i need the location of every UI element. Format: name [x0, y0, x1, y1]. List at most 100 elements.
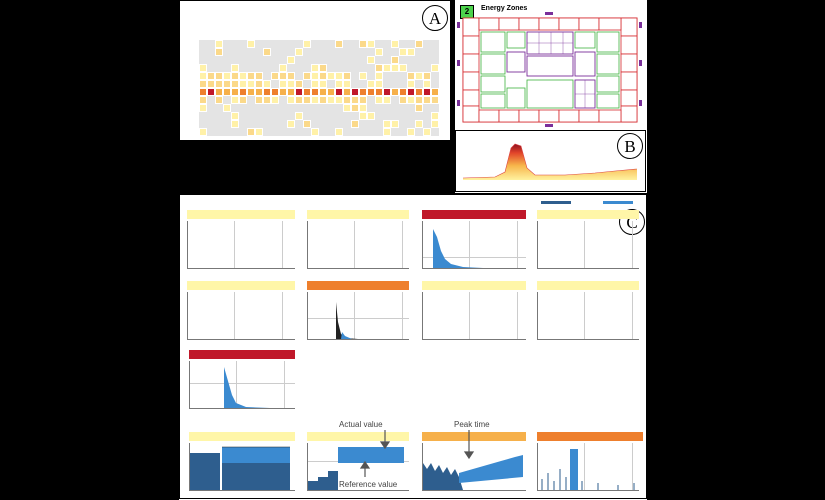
- heatmap-cell[interactable]: [367, 128, 375, 136]
- heatmap-cell[interactable]: [431, 72, 439, 80]
- heatmap-cell[interactable]: [432, 89, 438, 95]
- heatmap-cell[interactable]: [335, 120, 343, 128]
- heatmap-cell[interactable]: [263, 56, 271, 64]
- heatmap-cell[interactable]: [216, 41, 222, 47]
- heatmap-cell[interactable]: [239, 112, 247, 120]
- heatmap-cell[interactable]: [320, 65, 326, 71]
- heatmap-cell[interactable]: [312, 129, 318, 135]
- heatmap-cell[interactable]: [304, 73, 310, 79]
- heatmap-cell[interactable]: [255, 112, 263, 120]
- heatmap-cell[interactable]: [272, 73, 278, 79]
- heatmap-cell[interactable]: [336, 73, 342, 79]
- heatmap-cell[interactable]: [199, 40, 207, 48]
- heatmap-cell[interactable]: [303, 56, 311, 64]
- heatmap-cell[interactable]: [215, 120, 223, 128]
- heatmap-cell[interactable]: [303, 112, 311, 120]
- heatmap-cell[interactable]: [384, 97, 390, 103]
- heatmap-cell[interactable]: [263, 72, 271, 80]
- heatmap-cell[interactable]: [360, 89, 366, 95]
- heatmap-cell[interactable]: [304, 41, 310, 47]
- heatmap-cell[interactable]: [288, 89, 294, 95]
- heatmap-cell[interactable]: [407, 120, 415, 128]
- heatmap-cell[interactable]: [399, 128, 407, 136]
- heatmap-cell[interactable]: [375, 128, 383, 136]
- heatmap-cell[interactable]: [328, 73, 334, 79]
- heatmap-cell[interactable]: [431, 40, 439, 48]
- heatmap-cell[interactable]: [303, 128, 311, 136]
- heatmap-cell[interactable]: [407, 104, 415, 112]
- chart-title-2[interactable]: [307, 210, 409, 219]
- heatmap-cell[interactable]: [295, 104, 303, 112]
- heatmap-cell[interactable]: [383, 40, 391, 48]
- heatmap-cell[interactable]: [376, 49, 382, 55]
- heatmap-cell[interactable]: [279, 120, 287, 128]
- heatmap-cell[interactable]: [207, 40, 215, 48]
- heatmap-cell[interactable]: [247, 120, 255, 128]
- heatmap-cell[interactable]: [352, 97, 358, 103]
- heatmap-cell[interactable]: [279, 112, 287, 120]
- heatmap-cell[interactable]: [335, 104, 343, 112]
- heatmap-cell[interactable]: [247, 112, 255, 120]
- heatmap-cell[interactable]: [223, 56, 231, 64]
- chart-title-9[interactable]: [189, 350, 295, 359]
- heatmap-cell[interactable]: [367, 72, 375, 80]
- heatmap-cell[interactable]: [423, 64, 431, 72]
- heatmap-cell[interactable]: [432, 121, 438, 127]
- heatmap-cell[interactable]: [352, 89, 358, 95]
- heatmap-cell[interactable]: [351, 112, 359, 120]
- heatmap-cell[interactable]: [424, 89, 430, 95]
- heatmap-cell[interactable]: [215, 112, 223, 120]
- heatmap-cell[interactable]: [223, 64, 231, 72]
- chart-title-8[interactable]: [537, 281, 639, 290]
- heatmap-cell[interactable]: [263, 112, 271, 120]
- heatmap-cell[interactable]: [271, 56, 279, 64]
- heatmap-cell[interactable]: [288, 57, 294, 63]
- heatmap-cell[interactable]: [343, 56, 351, 64]
- heatmap-cell[interactable]: [295, 56, 303, 64]
- heatmap-cell[interactable]: [415, 128, 423, 136]
- heatmap-cell[interactable]: [416, 105, 422, 111]
- heatmap-cell[interactable]: [200, 105, 206, 111]
- heatmap-cell[interactable]: [247, 48, 255, 56]
- heatmap-cell[interactable]: [279, 40, 287, 48]
- heatmap-cell[interactable]: [247, 56, 255, 64]
- heatmap-cell[interactable]: [256, 97, 262, 103]
- heatmap-cell[interactable]: [319, 48, 327, 56]
- heatmap-cell[interactable]: [288, 121, 294, 127]
- heatmap-cell[interactable]: [319, 104, 327, 112]
- heatmap-cell[interactable]: [415, 80, 423, 88]
- heatmap-cell[interactable]: [223, 96, 231, 104]
- heatmap-cell[interactable]: [248, 73, 254, 79]
- heatmap-cell[interactable]: [359, 80, 367, 88]
- heatmap-cell[interactable]: [383, 72, 391, 80]
- heatmap-cell[interactable]: [360, 73, 366, 79]
- heatmap-cell[interactable]: [223, 48, 231, 56]
- heatmap-cell[interactable]: [240, 73, 246, 79]
- heatmap-cell[interactable]: [408, 97, 414, 103]
- heatmap-cell[interactable]: [200, 73, 206, 79]
- heatmap-cell[interactable]: [319, 40, 327, 48]
- heatmap-cell[interactable]: [392, 121, 398, 127]
- heatmap-cell[interactable]: [391, 112, 399, 120]
- heatmap-cell[interactable]: [327, 120, 335, 128]
- heatmap-cell[interactable]: [263, 104, 271, 112]
- heatmap-cell[interactable]: [408, 49, 414, 55]
- heatmap-cell[interactable]: [351, 56, 359, 64]
- heatmap-cell[interactable]: [368, 57, 374, 63]
- heatmap-cell[interactable]: [223, 40, 231, 48]
- heatmap-cell[interactable]: [207, 64, 215, 72]
- heatmap-cell[interactable]: [344, 97, 350, 103]
- heatmap-cell[interactable]: [199, 112, 207, 120]
- heatmap-cell[interactable]: [224, 89, 230, 95]
- heatmap-cell[interactable]: [288, 81, 294, 87]
- heatmap-cell[interactable]: [383, 56, 391, 64]
- heatmap-cell[interactable]: [272, 89, 278, 95]
- heatmap-cell[interactable]: [327, 128, 335, 136]
- heatmap-cell[interactable]: [207, 112, 215, 120]
- heatmap-cell[interactable]: [351, 64, 359, 72]
- heatmap-cell[interactable]: [295, 40, 303, 48]
- heatmap-cell[interactable]: [288, 73, 294, 79]
- heatmap-cell[interactable]: [415, 56, 423, 64]
- heatmap-cell[interactable]: [271, 128, 279, 136]
- heatmap-cell[interactable]: [255, 104, 263, 112]
